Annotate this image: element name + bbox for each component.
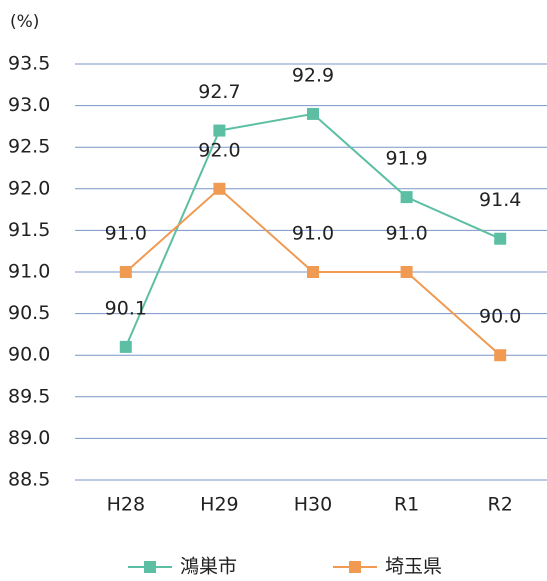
x-tick-label: H30 (294, 494, 332, 516)
legend-marker (144, 561, 156, 573)
point-marker (400, 191, 413, 204)
legend-label: 鴻巣市 (180, 556, 237, 578)
x-tick-label: R1 (394, 494, 419, 516)
point-marker (494, 232, 507, 245)
point-marker (213, 124, 226, 137)
data-label: 91.0 (385, 223, 427, 245)
x-tick-label: H29 (200, 494, 238, 516)
y-tick-label: 92.0 (8, 177, 50, 199)
point-marker (494, 349, 507, 362)
data-label: 92.9 (292, 64, 334, 86)
y-tick-label: 89.0 (8, 427, 50, 449)
y-tick-label: 91.0 (8, 261, 50, 283)
data-label: 90.1 (105, 297, 147, 319)
y-tick-label: 90.0 (8, 344, 50, 366)
data-label: 91.0 (105, 223, 147, 245)
point-marker (400, 266, 413, 278)
y-tick-label: 90.5 (8, 302, 50, 324)
unit-label: (%) (10, 12, 39, 32)
data-label: 92.7 (198, 81, 240, 103)
x-tick-label: R2 (488, 494, 513, 516)
point-marker (119, 266, 132, 278)
data-label: 91.9 (385, 148, 427, 170)
point-marker (307, 107, 319, 120)
point-marker (119, 340, 132, 353)
point-marker (213, 182, 226, 195)
y-tick-label: 93.0 (8, 94, 50, 116)
data-label: 90.0 (479, 306, 521, 328)
data-label: 91.0 (292, 223, 334, 245)
point-marker (307, 266, 319, 278)
y-tick-label: 88.5 (8, 469, 50, 491)
legend-marker (349, 561, 361, 573)
data-label: 91.4 (479, 189, 521, 211)
x-tick-label: H28 (107, 494, 145, 516)
legend-label: 埼玉県 (385, 556, 442, 578)
y-tick-label: 91.5 (8, 219, 50, 241)
data-label: 92.0 (198, 139, 240, 161)
y-tick-label: 89.5 (8, 385, 50, 407)
y-tick-label: 93.5 (8, 53, 50, 75)
y-tick-label: 92.5 (8, 136, 50, 158)
